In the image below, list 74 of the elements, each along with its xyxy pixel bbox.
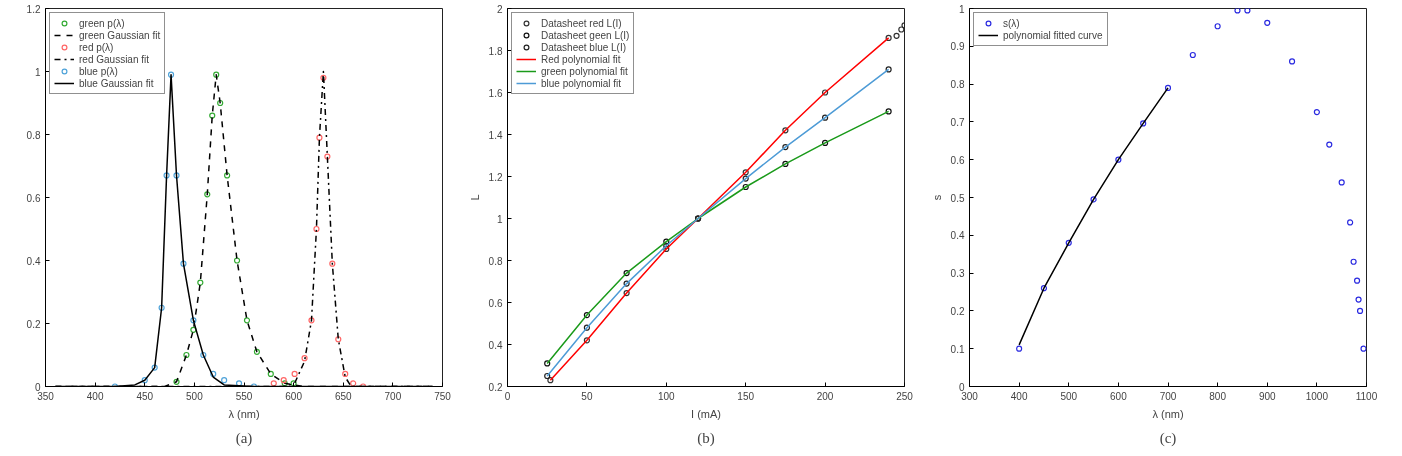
legend-label: Datasheet geen L(I) [541, 29, 630, 41]
y-tick-label: 1.2 [488, 171, 503, 183]
x-axis-title: λ (nm) [1152, 407, 1184, 420]
legend-label: Datasheet blue L(I) [541, 41, 627, 53]
x-tick-label: 350 [37, 390, 55, 402]
y-tick-label: 0.6 [488, 297, 503, 309]
x-tick-label: 1000 [1305, 390, 1329, 402]
text: (b) [697, 429, 715, 447]
legend-label: green polynomial fit [541, 65, 628, 77]
x-tick-label: 50 [581, 390, 593, 402]
legend-label: blue Gaussian fit [79, 77, 154, 89]
y-tick-label: 0.4 [950, 230, 965, 242]
x-tick-label: 750 [434, 390, 452, 402]
x-axis-title: I (mA) [691, 407, 721, 420]
x-tick-label: 450 [136, 390, 154, 402]
y-tick-label: 1 [958, 3, 965, 15]
legend-label: red Gaussian fit [79, 53, 150, 65]
x-tick-label: 650 [334, 390, 353, 402]
x-tick-label: 0 [504, 390, 511, 402]
x-tick-label: 700 [384, 390, 402, 402]
y-tick-label: 0 [958, 381, 965, 393]
x-tick-label: 900 [1258, 390, 1277, 402]
x-tick-label: 550 [235, 390, 253, 402]
y-tick-label: 0.1 [950, 343, 965, 355]
y-tick-label: 1.6 [488, 87, 503, 99]
text: (a) [235, 429, 253, 447]
x-tick-label: 400 [1010, 390, 1028, 402]
x-tick-label: 250 [896, 390, 914, 402]
legend-label: polynomial fitted curve [1003, 29, 1103, 41]
x-tick-label: 500 [186, 390, 204, 402]
legend-label: Red polynomial fit [541, 53, 621, 65]
x-tick-label: 800 [1209, 390, 1227, 402]
y-tick-label: 0.4 [26, 255, 41, 267]
x-tick-label: 700 [1159, 390, 1177, 402]
y-tick-label: 0.7 [950, 116, 965, 128]
x-tick-label: 100 [657, 390, 676, 402]
x-tick-label: 400 [86, 390, 104, 402]
x-tick-label: 600 [285, 390, 303, 402]
y-tick-label: 0.2 [950, 305, 965, 317]
x-axis-title: λ (nm) [228, 407, 260, 420]
legend-label: Datasheet red L(I) [541, 17, 622, 29]
y-tick-label: 1.8 [488, 45, 503, 57]
y-tick-label: 0.2 [26, 318, 41, 330]
y-tick-label: 0.2 [488, 381, 503, 393]
legend-label: blue polynomial fit [541, 77, 622, 89]
y-tick-label: 1.2 [26, 3, 41, 15]
y-tick-label: 1.4 [488, 129, 503, 141]
y-tick-label: 0.8 [26, 129, 41, 141]
y-axis-title: L [468, 194, 481, 201]
y-tick-label: 0.5 [950, 192, 965, 204]
x-tick-label: 300 [961, 390, 979, 402]
y-tick-label: 0.4 [488, 339, 503, 351]
legend-label: green p(λ) [79, 17, 125, 29]
y-tick-label: 0.8 [488, 255, 503, 267]
y-tick-label: 0.3 [950, 268, 965, 280]
legend-label: blue p(λ) [79, 65, 118, 77]
x-tick-label: 600 [1110, 390, 1128, 402]
y-axis-title: s [930, 194, 943, 201]
legend-label: s(λ) [1003, 17, 1021, 29]
y-tick-label: 1 [496, 213, 503, 225]
x-tick-label: 500 [1060, 390, 1078, 402]
y-tick-label: 1 [34, 66, 41, 78]
y-tick-label: 0.8 [950, 79, 965, 91]
text: (c) [1159, 429, 1177, 447]
legend-label: red p(λ) [79, 41, 114, 53]
legend-label: green Gaussian fit [79, 29, 161, 41]
y-tick-label: 2 [496, 3, 503, 15]
y-tick-label: 0.6 [26, 192, 41, 204]
x-tick-label: 200 [816, 390, 834, 402]
x-tick-label: 1100 [1355, 390, 1378, 402]
y-tick-label: 0.6 [950, 154, 965, 166]
y-tick-label: 0.9 [950, 41, 965, 53]
x-tick-label: 150 [737, 390, 755, 402]
y-tick-label: 0 [34, 381, 41, 393]
